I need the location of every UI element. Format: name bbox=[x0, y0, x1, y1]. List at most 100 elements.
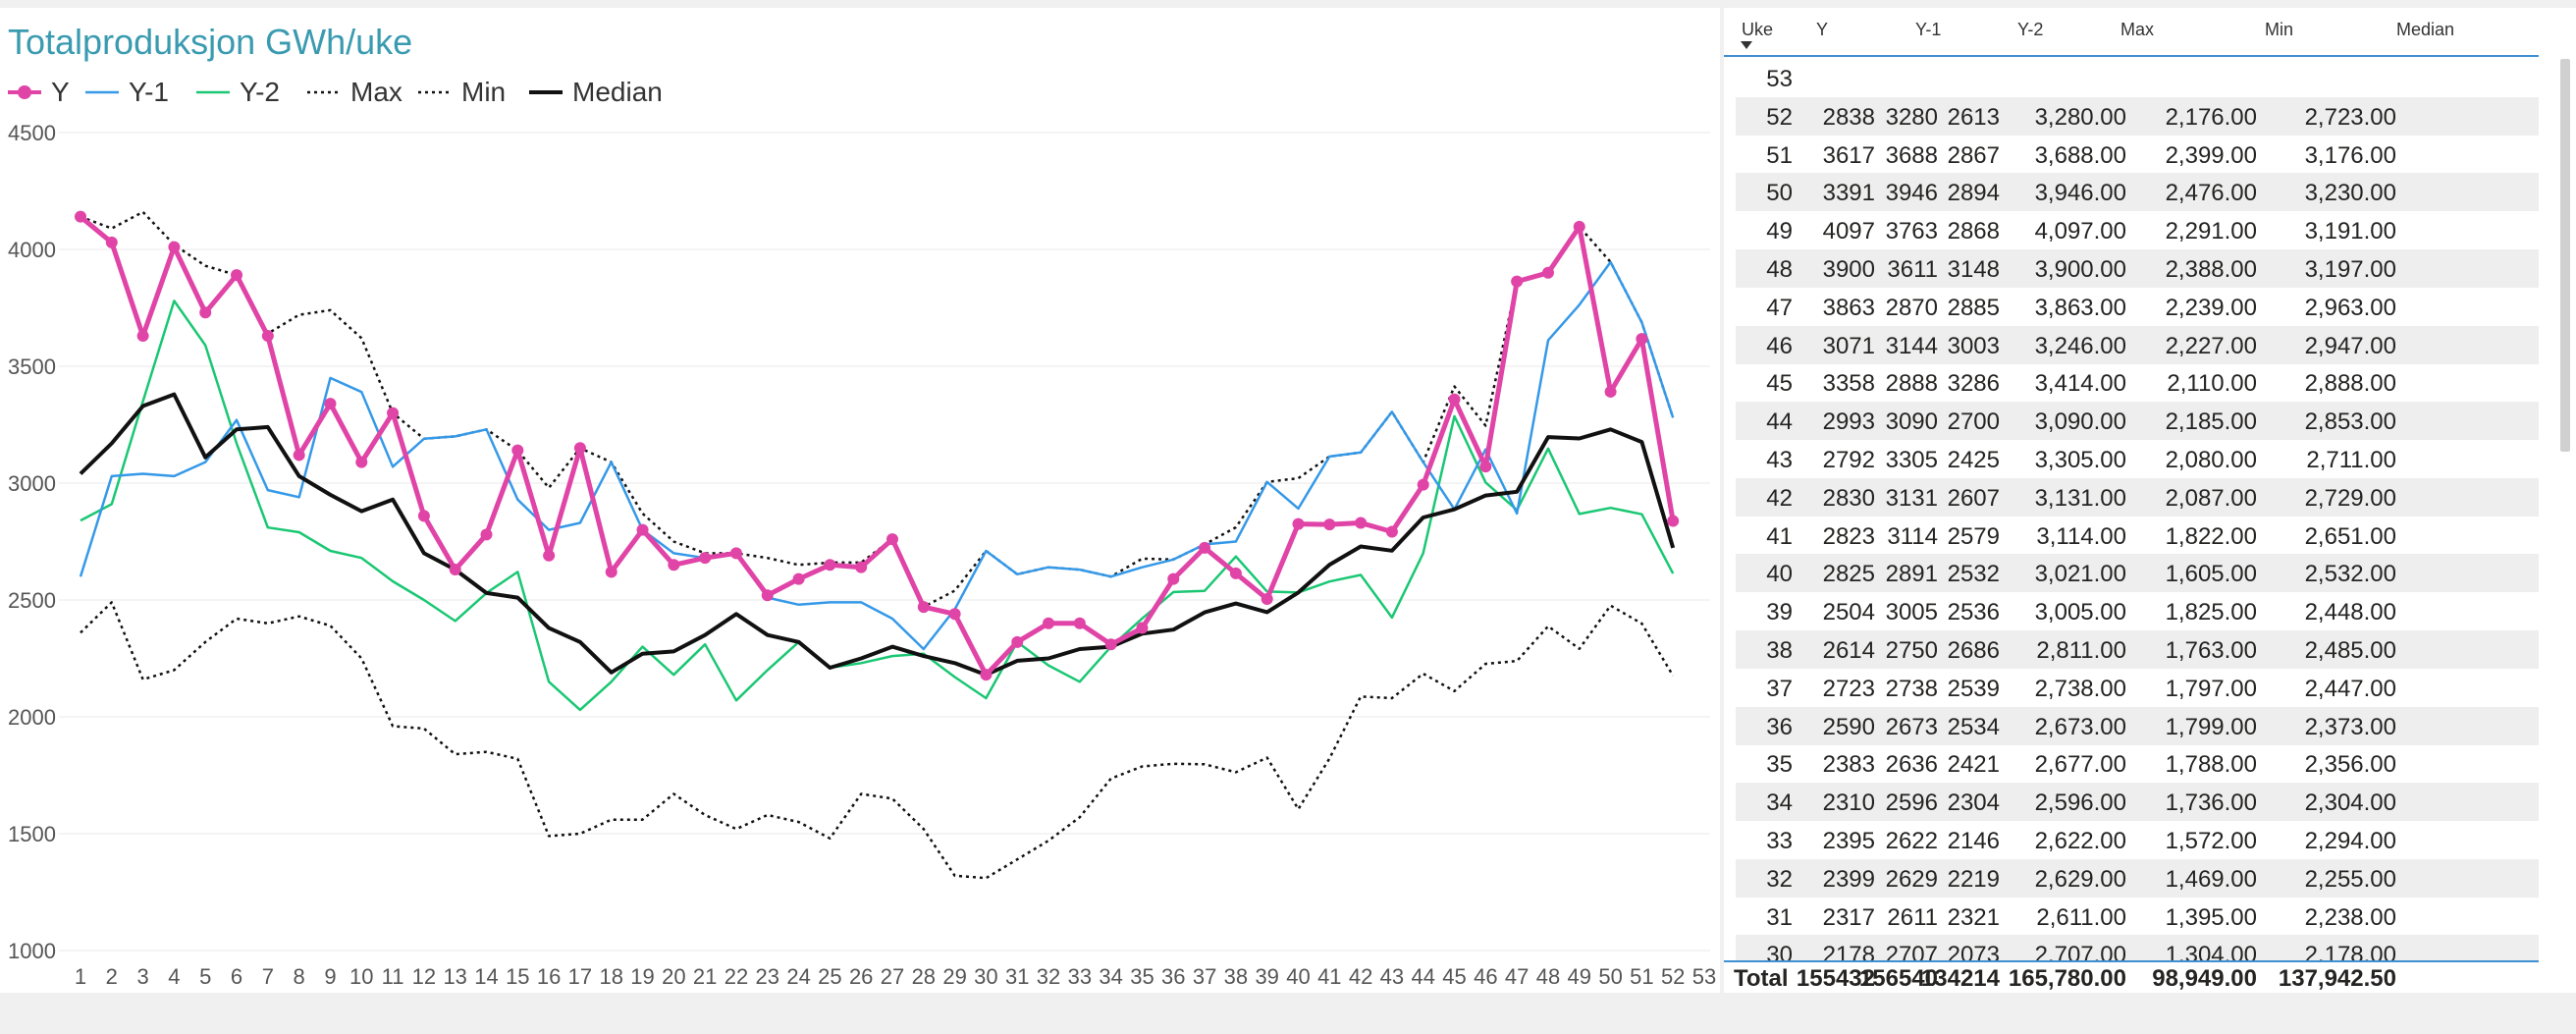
column-header-max[interactable]: Max bbox=[2120, 20, 2155, 39]
table-cell-y-2: 2536 bbox=[1947, 599, 2000, 626]
data-point-y bbox=[1417, 478, 1429, 491]
legend-item-min[interactable]: Min bbox=[418, 77, 506, 107]
table-cell-y: 2310 bbox=[1822, 789, 1875, 817]
x-tick-label: 17 bbox=[568, 964, 592, 989]
x-tick-label: 52 bbox=[1661, 964, 1685, 989]
table-row[interactable]: 36 2590 2673 2534 2,673.00 1,799.00 2,373.00 bbox=[1736, 706, 2539, 745]
table-cell-min: 1,825.00 bbox=[2165, 599, 2257, 626]
table-cell-y: 3071 bbox=[1822, 332, 1875, 359]
sort-descending-icon[interactable] bbox=[1741, 41, 1752, 49]
legend-item-y-2[interactable]: Y-2 bbox=[196, 77, 280, 107]
table-cell-y-2: 2867 bbox=[1947, 141, 2000, 169]
table-cell-y: 2383 bbox=[1822, 751, 1875, 779]
table-cell-y-2: 3286 bbox=[1947, 370, 2000, 398]
table-row[interactable]: 35 2383 2636 2421 2,677.00 1,788.00 2,356.00 bbox=[1736, 744, 2539, 783]
table-cell-y-1: 2673 bbox=[1885, 713, 1938, 740]
y-tick-label: 3500 bbox=[8, 354, 56, 379]
data-point-y bbox=[1261, 593, 1273, 606]
table-row[interactable]: 45 3358 2888 3286 3,414.00 2,110.00 2,888.00 bbox=[1736, 363, 2539, 402]
table-row[interactable]: 50 3391 3946 2894 3,946.00 2,476.00 3,230.00 bbox=[1736, 173, 2539, 212]
column-header-uke[interactable]: Uke bbox=[1742, 20, 1774, 39]
x-tick-label: 31 bbox=[1005, 964, 1029, 989]
table-body[interactable]: 53 52 2838 3280 2613 3,280.00 2,176.00 2,723.00… bbox=[1724, 59, 2539, 960]
table-cell-max: 3,005.00 bbox=[2034, 599, 2126, 626]
legend-item-y[interactable]: Y bbox=[8, 77, 70, 107]
x-tick-label: 13 bbox=[443, 964, 466, 989]
y-tick-label: 4500 bbox=[8, 121, 56, 145]
table-cell-median: 2,947.00 bbox=[2304, 332, 2396, 359]
table-cell-min: 1,395.00 bbox=[2165, 903, 2257, 931]
table-header: Uke Y Y-1 Y-2 Max Min Median bbox=[1724, 8, 2539, 57]
table-row[interactable]: 48 3900 3611 3148 3,900.00 2,388.00 3,197.00 bbox=[1736, 249, 2539, 288]
line-chart-visual[interactable]: Totalproduksjon GWh/uke 1000 1500 2000 2500… bbox=[0, 8, 1720, 993]
table-cell-min: 2,388.00 bbox=[2165, 256, 2257, 283]
table-cell-max: 3,280.00 bbox=[2034, 103, 2126, 131]
data-table-visual[interactable]: Uke Y Y-1 Y-2 Max Min Median 53 52 2838 3280 2613 3… bbox=[1724, 8, 2576, 993]
table-row[interactable]: 39 2504 3005 2536 3,005.00 1,825.00 2,448.00 bbox=[1736, 592, 2539, 630]
table-row[interactable]: 46 3071 3144 3003 3,246.00 2,227.00 2,947.00 bbox=[1736, 325, 2539, 364]
x-tick-label: 16 bbox=[537, 964, 561, 989]
table-cell-y-1: 3946 bbox=[1885, 180, 1938, 207]
table-cell-min: 1,304.00 bbox=[2165, 942, 2257, 960]
table-cell-max: 3,414.00 bbox=[2034, 370, 2126, 398]
legend-item-y-1[interactable]: Y-1 bbox=[85, 77, 169, 107]
table-cell-y-1: 3688 bbox=[1885, 141, 1938, 169]
table-scrollbar[interactable] bbox=[2560, 59, 2570, 452]
x-tick-label: 20 bbox=[662, 964, 685, 989]
column-header-y[interactable]: Y bbox=[1816, 20, 1829, 39]
table-row[interactable]: 44 2993 3090 2700 3,090.00 2,185.00 2,853.00 bbox=[1736, 402, 2539, 441]
column-header-y-1[interactable]: Y-1 bbox=[1915, 20, 1942, 39]
table-row[interactable]: 51 3617 3688 2867 3,688.00 2,399.00 3,176.00 bbox=[1736, 136, 2539, 174]
y-tick-label: 4000 bbox=[8, 238, 56, 262]
total-cell-y-2: 134214 bbox=[1920, 965, 2000, 992]
legend-marker bbox=[18, 85, 31, 99]
legend-item-max[interactable]: Max bbox=[307, 77, 402, 107]
table-row[interactable]: 52 2838 3280 2613 3,280.00 2,176.00 2,723.00 bbox=[1736, 96, 2539, 136]
table-row[interactable]: 30 2178 2707 2073 2,707.00 1,304.00 2,178.00 bbox=[1736, 935, 2539, 960]
table-cell-max: 2,811.00 bbox=[2036, 637, 2126, 664]
x-tick-label: 37 bbox=[1193, 964, 1216, 989]
table-row[interactable]: 49 4097 3763 2868 4,097.00 2,291.00 3,191.00 bbox=[1736, 211, 2539, 249]
table-row[interactable]: 37 2723 2738 2539 2,738.00 1,797.00 2,447.00 bbox=[1736, 669, 2539, 707]
table-cell-y: 3900 bbox=[1822, 256, 1875, 283]
table-cell-median: 3,230.00 bbox=[2304, 180, 2396, 207]
legend-item-median[interactable]: Median bbox=[529, 77, 663, 107]
table-cell-y-1: 2891 bbox=[1885, 561, 1938, 588]
data-point-y bbox=[511, 444, 524, 457]
table-row[interactable]: 40 2825 2891 2532 3,021.00 1,605.00 2,532.00 bbox=[1736, 554, 2539, 593]
table-cell-y: 2792 bbox=[1822, 447, 1875, 473]
table-cell-y: 2993 bbox=[1822, 408, 1875, 436]
x-tick-label: 45 bbox=[1442, 964, 1466, 989]
column-header-min[interactable]: Min bbox=[2265, 20, 2294, 39]
y-tick-label: 1000 bbox=[8, 939, 56, 963]
data-point-y bbox=[1073, 617, 1086, 629]
data-point-y bbox=[324, 398, 337, 410]
table-row[interactable]: 31 2317 2611 2321 2,611.00 1,395.00 2,238.00 bbox=[1736, 898, 2539, 936]
x-tick-label: 41 bbox=[1317, 964, 1341, 989]
table-row[interactable]: 47 3863 2870 2885 3,863.00 2,239.00 2,963.00 bbox=[1736, 288, 2539, 326]
column-header-y-2[interactable]: Y-2 bbox=[2017, 20, 2044, 39]
table-row[interactable]: 33 2395 2622 2146 2,622.00 1,572.00 2,294.00 bbox=[1736, 821, 2539, 859]
table-cell-y: 2830 bbox=[1822, 484, 1875, 512]
table-cell-y-1: 3144 bbox=[1885, 332, 1938, 359]
total-cell-min: 98,949.00 bbox=[2152, 965, 2257, 992]
table-row[interactable]: 43 2792 3305 2425 3,305.00 2,080.00 2,711.00 bbox=[1736, 440, 2539, 478]
table-row[interactable]: 34 2310 2596 2304 2,596.00 1,736.00 2,304.00 bbox=[1736, 783, 2539, 822]
table-row[interactable]: 53 bbox=[1736, 59, 2539, 97]
table-cell-uke: 47 bbox=[1766, 294, 1793, 321]
x-tick-label: 3 bbox=[136, 964, 148, 989]
table-cell-median: 2,485.00 bbox=[2304, 637, 2396, 664]
column-header-median[interactable]: Median bbox=[2396, 20, 2455, 39]
chart-title: Totalproduksjon GWh/uke bbox=[8, 22, 413, 62]
table-cell-uke: 48 bbox=[1766, 256, 1793, 283]
table-row[interactable]: 38 2614 2750 2686 2,811.00 1,763.00 2,485.00 bbox=[1736, 630, 2539, 669]
data-point-y bbox=[761, 589, 774, 602]
table-cell-y-2: 2219 bbox=[1947, 865, 2000, 893]
table-row[interactable]: 42 2830 3131 2607 3,131.00 2,087.00 2,729.00 bbox=[1736, 477, 2539, 517]
table-row[interactable]: 32 2399 2629 2219 2,629.00 1,469.00 2,255.00 bbox=[1736, 858, 2539, 898]
table-row[interactable]: 41 2823 3114 2579 3,114.00 1,822.00 2,651.00 bbox=[1736, 517, 2539, 555]
x-tick-label: 24 bbox=[786, 964, 810, 989]
x-tick-label: 53 bbox=[1692, 964, 1716, 989]
